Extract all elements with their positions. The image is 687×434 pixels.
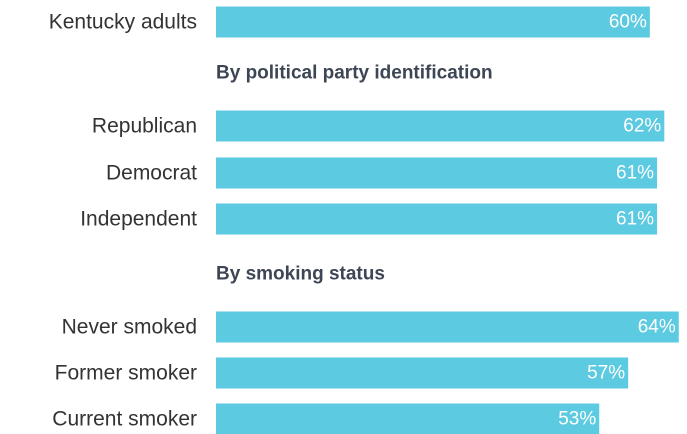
category-label: Democrat xyxy=(106,162,197,185)
category-label: Never smoked xyxy=(62,316,197,339)
bar xyxy=(216,357,629,389)
bar xyxy=(216,110,665,142)
data-label: 60% xyxy=(609,12,647,33)
data-label: 64% xyxy=(638,317,676,338)
category-label: Former smoker xyxy=(55,362,197,385)
group-title: By smoking status xyxy=(216,264,385,285)
data-label: 61% xyxy=(616,163,654,184)
data-label: 57% xyxy=(587,363,625,384)
category-label: Kentucky adults xyxy=(49,11,197,34)
bar xyxy=(216,403,600,434)
bar xyxy=(216,311,679,343)
category-label: Independent xyxy=(80,208,197,231)
data-label: 53% xyxy=(558,409,596,430)
category-label: Republican xyxy=(92,115,197,138)
category-label: Current smoker xyxy=(52,408,197,431)
data-label: 61% xyxy=(616,209,654,230)
bar xyxy=(216,203,658,235)
bar xyxy=(216,157,658,189)
group-title: By political party identification xyxy=(216,63,493,84)
data-label: 62% xyxy=(623,116,661,137)
bar xyxy=(216,6,650,38)
